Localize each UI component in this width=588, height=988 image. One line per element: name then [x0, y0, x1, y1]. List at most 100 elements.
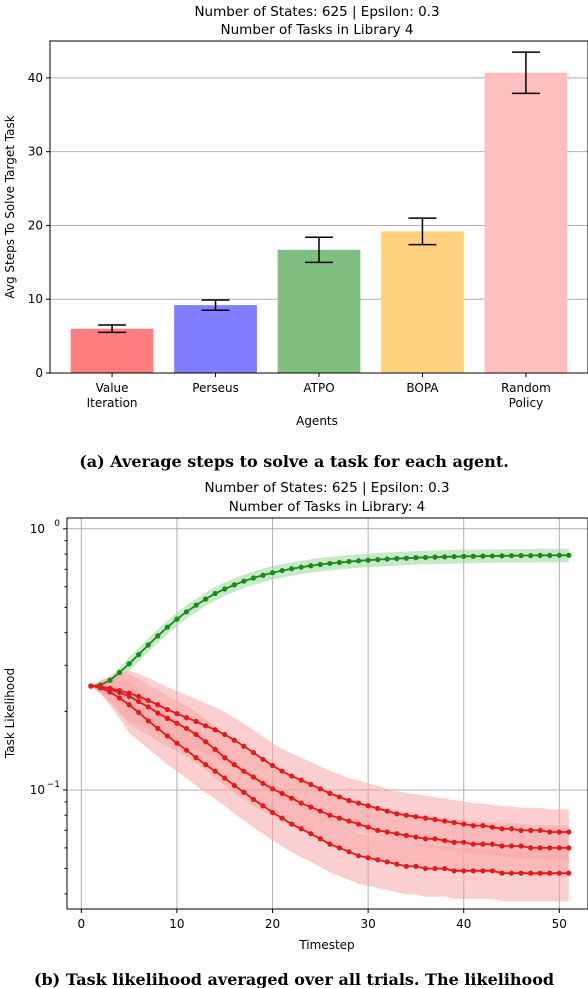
series-point: [145, 704, 151, 710]
series-point: [403, 832, 409, 838]
series-point: [260, 756, 266, 762]
series-point: [537, 827, 543, 833]
line-chart-x-ticks: 0 10 20 30 40 50: [78, 909, 567, 931]
series-point: [222, 775, 228, 781]
series-point: [566, 552, 572, 558]
series-point: [508, 870, 515, 876]
series-point: [174, 616, 180, 622]
series-point: [432, 816, 438, 823]
series-point: [155, 710, 161, 716]
series-point: [518, 870, 524, 876]
line-chart-x-tick-label: 30: [360, 917, 375, 931]
series-point: [461, 868, 467, 874]
series-point: [317, 786, 323, 792]
series-point: [451, 819, 457, 826]
series-point: [508, 843, 515, 849]
caption-b: (b) Task likelihood averaged over all tr…: [34, 970, 554, 988]
line-chart: Number of States: 625 | Epsilon: 0.3 Num…: [3, 480, 588, 988]
series-point: [203, 596, 209, 602]
bar: [484, 72, 568, 374]
bar-chart-x-axis-label: Agents: [296, 414, 338, 428]
series-point: [394, 861, 400, 867]
series-point: [480, 841, 486, 847]
series-point: [528, 870, 534, 876]
series-point: [164, 624, 170, 630]
bar-chart-title-line1: Number of States: 625 | Epsilon: 0.3: [194, 4, 439, 20]
series-point: [556, 829, 562, 835]
bar-chart-y-tick-label: 20: [28, 218, 43, 232]
series-point: [346, 558, 352, 565]
series-point: [413, 814, 419, 820]
series-point: [145, 718, 151, 724]
series-point: [365, 803, 371, 809]
bar-chart-y-tick-label: 40: [28, 71, 43, 85]
bar-chart-bars: [70, 72, 568, 374]
series-point: [413, 863, 419, 869]
series-point: [241, 578, 247, 584]
series-point: [279, 815, 285, 821]
series-point: [489, 868, 496, 874]
series-point: [432, 836, 438, 842]
bar: [174, 305, 257, 373]
bar: [70, 328, 154, 373]
series-point: [164, 715, 170, 721]
line-chart-x-axis-label: Timestep: [298, 938, 354, 952]
confidence-band-0: [90, 548, 569, 687]
line-chart-title-line1: Number of States: 625 | Epsilon: 0.3: [204, 480, 449, 496]
series-point: [508, 553, 515, 559]
bar-chart-title-line2: Number of Tasks in Library 4: [221, 22, 414, 38]
series-point: [298, 800, 304, 806]
line-chart-x-tick-label: 0: [78, 917, 86, 931]
line-chart-frame: [66, 517, 588, 910]
series-point: [375, 557, 381, 563]
series-point: [566, 829, 572, 835]
series-point: [279, 790, 285, 796]
series-point: [212, 727, 218, 733]
series-point: [126, 661, 132, 667]
series-point: [193, 754, 199, 761]
series-point: [116, 689, 123, 696]
series-point: [346, 798, 352, 804]
series-point: [528, 552, 534, 559]
series-point: [174, 711, 180, 717]
series-point: [298, 826, 304, 832]
series-point: [298, 564, 304, 570]
series-point: [269, 570, 276, 576]
series-point: [308, 781, 314, 788]
series-point: [317, 836, 323, 842]
line-chart-y-tick-exponent: −1: [47, 780, 60, 790]
line-chart-y-axis-label: Task Likelihood: [3, 668, 17, 759]
series-point: [88, 683, 94, 689]
series-point: [289, 795, 295, 801]
series-point: [537, 845, 543, 851]
series-point: [470, 868, 476, 874]
series-point: [566, 870, 572, 876]
line-chart-title-line2: Number of Tasks in Library: 4: [229, 499, 426, 515]
series-point: [250, 575, 257, 581]
series-point: [346, 849, 352, 855]
series-point: [547, 845, 553, 851]
series-point: [317, 808, 323, 814]
series-point: [346, 818, 352, 824]
series-point: [174, 720, 180, 726]
bar-chart-y-axis-label: Avg Steps To Solve Target Task: [3, 115, 17, 298]
series-point: [222, 754, 228, 761]
series-point: [422, 815, 429, 821]
line-chart-confidence-bands: [90, 548, 569, 902]
series-point: [126, 693, 132, 700]
series-point: [451, 553, 457, 560]
series-point: [193, 731, 199, 738]
series-point: [556, 552, 562, 558]
series-point: [470, 823, 476, 829]
series-point: [499, 553, 505, 559]
series-point: [97, 685, 104, 691]
series-point: [212, 746, 218, 752]
bar-chart-x-tick-label: Perseus: [192, 381, 239, 395]
series-point: [183, 747, 190, 753]
bar-chart: Number of States: 625 | Epsilon: 0.3 Num…: [3, 4, 588, 471]
series-point: [375, 857, 381, 863]
series-point: [250, 796, 257, 802]
